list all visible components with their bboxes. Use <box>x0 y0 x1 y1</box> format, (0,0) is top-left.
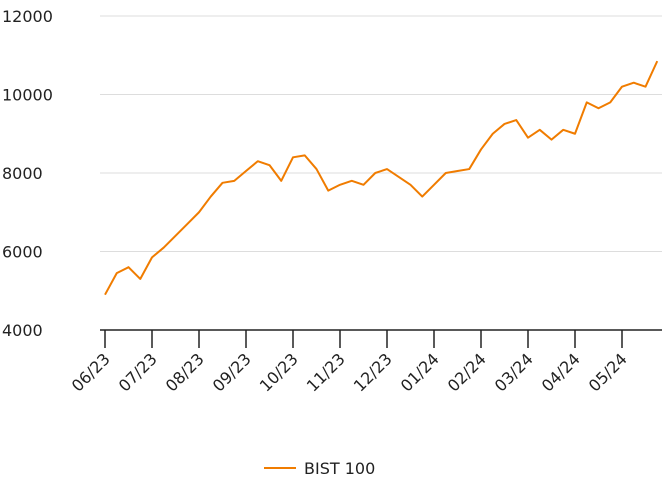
x-tick-label: 02/24 <box>444 349 490 395</box>
y-tick-label: 6000 <box>2 243 43 262</box>
x-tick-label: 10/23 <box>256 349 302 395</box>
x-tick-label: 04/24 <box>538 349 584 395</box>
x-tick-label: 08/23 <box>162 349 208 395</box>
x-tick-label: 11/23 <box>303 349 349 395</box>
x-tick-label: 03/24 <box>491 349 537 395</box>
y-tick-label: 4000 <box>2 321 43 340</box>
x-tick-label: 06/23 <box>68 349 114 395</box>
x-tick-label: 07/23 <box>115 349 161 395</box>
x-tick-label: 01/24 <box>397 349 443 395</box>
line <box>104 60 659 296</box>
y-tick-label: 8000 <box>2 164 43 183</box>
y-tick-label: 12000 <box>2 7 53 26</box>
x-tick-label: 09/23 <box>209 349 255 395</box>
x-tick-label: 12/23 <box>350 349 396 395</box>
y-tick-label: 10000 <box>2 86 53 105</box>
legend-label: BIST 100 <box>304 459 375 478</box>
x-tick-label: 05/24 <box>585 349 631 395</box>
